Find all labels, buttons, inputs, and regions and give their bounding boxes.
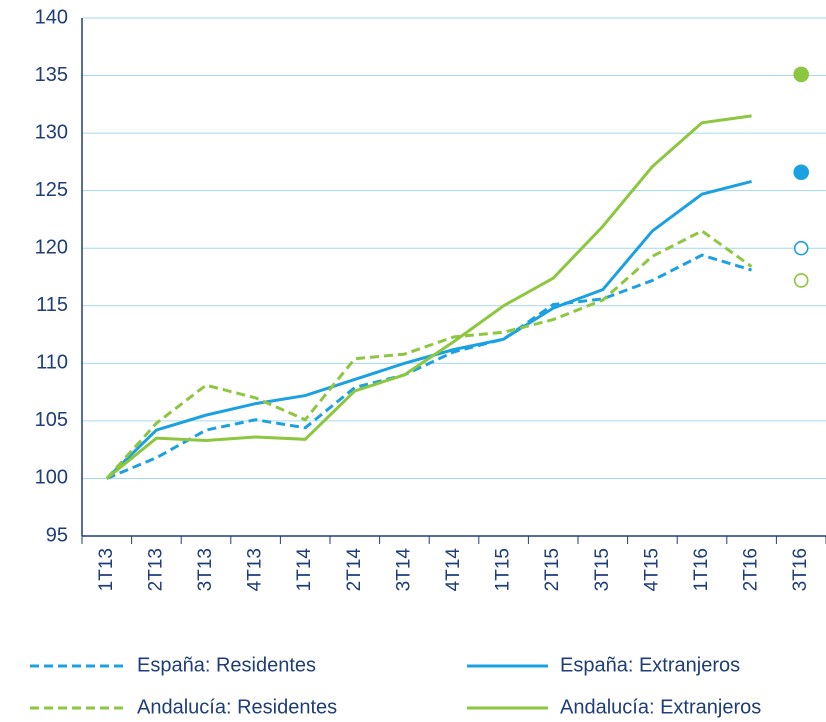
x-tick-label: 2T15 (542, 548, 563, 591)
legend-label: Andalucía: Residentes (137, 696, 337, 718)
x-tick-label: 3T13 (195, 548, 216, 591)
series-line (105, 229, 753, 480)
y-tick-label: 125 (35, 179, 68, 201)
series-line (105, 180, 752, 480)
x-tick-label: 3T14 (393, 548, 414, 592)
estimate-point (793, 164, 810, 181)
y-tick-label: 105 (35, 409, 68, 431)
series-line (106, 253, 753, 480)
y-tick-label: 120 (35, 237, 68, 259)
legend-label: España: Extranjeros (560, 654, 740, 676)
x-tick-label: 2T16 (741, 548, 762, 591)
y-tick-label: 140 (35, 6, 68, 28)
x-tick-label: 3T15 (592, 548, 613, 591)
x-tick-label: 3T16 (790, 548, 811, 591)
x-tick-label: 1T15 (493, 548, 514, 591)
y-tick-label: 100 (35, 467, 68, 489)
estimate-point (793, 240, 809, 256)
y-tick-label: 110 (36, 352, 68, 374)
x-tick-label: 1T14 (294, 548, 315, 592)
estimate-point (793, 273, 809, 288)
legend-label: Andalucía: Extranjeros (560, 696, 761, 718)
y-tick-label: 95 (46, 524, 68, 546)
y-tick-label: 130 (35, 121, 68, 143)
x-tick-label: 1T13 (96, 548, 117, 591)
legend-label: España: Residentes (137, 654, 316, 676)
series-line (105, 114, 752, 480)
estimate-point (793, 66, 810, 83)
x-tick-label: 4T14 (443, 548, 464, 592)
x-tick-label: 4T15 (641, 548, 662, 591)
y-tick-label: 135 (35, 64, 68, 86)
y-tick-label: 115 (36, 294, 68, 316)
x-tick-label: 2T14 (344, 548, 365, 592)
x-tick-label: 2T13 (145, 548, 166, 591)
x-tick-label: 1T16 (691, 548, 712, 591)
x-tick-label: 4T13 (245, 548, 266, 591)
